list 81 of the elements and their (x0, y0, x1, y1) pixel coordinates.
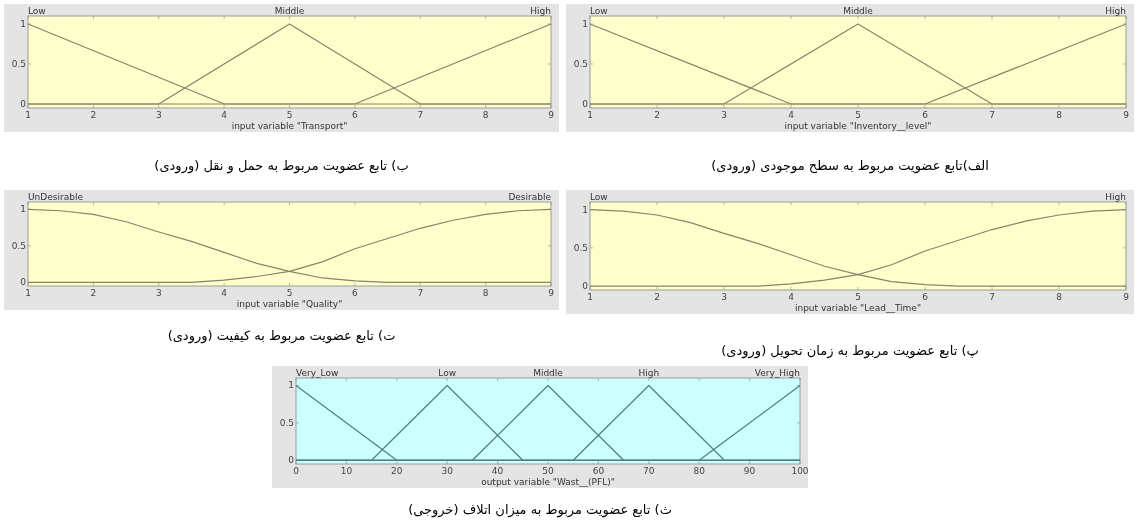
x-tick-label: 7 (417, 110, 424, 120)
text: ت) تابع عضویت مربوط به کیفیت (ورودی) (167, 328, 396, 344)
x-axis-title: input variable "Lead__Time" (794, 303, 922, 313)
x-tick-label: 8 (482, 288, 489, 298)
x-tick-label: 5 (286, 110, 293, 120)
series-label: Low (590, 6, 608, 16)
y-tick-label: 0.5 (11, 240, 26, 251)
x-tick-label: 2 (654, 110, 660, 120)
series-label: Very_Low (296, 368, 339, 378)
x-tick-label: 5 (855, 292, 861, 302)
text: ث) تابع عضویت مربوط به میزان اتلاف (خروجی) (408, 502, 672, 518)
series-label: High (1105, 192, 1126, 202)
x-tick-label: 10 (340, 466, 353, 476)
x-tick-label: 20 (391, 466, 403, 476)
x-tick-label: 2 (654, 292, 660, 302)
y-tick-label: 1 (582, 204, 588, 215)
x-tick-label: 100 (791, 466, 809, 476)
x-axis-title: output variable "Wast__(PFL)" (481, 477, 615, 487)
y-tick-label: 0 (582, 99, 589, 109)
y-tick-label: 0 (20, 99, 27, 109)
series-label: High (530, 6, 551, 16)
x-tick-label: 8 (1056, 292, 1063, 302)
x-tick-label: 6 (922, 292, 929, 302)
x-tick-label: 9 (548, 110, 555, 120)
x-tick-label: 4 (221, 110, 228, 120)
x-tick-label: 70 (643, 466, 655, 476)
series-label: Low (28, 6, 46, 16)
x-tick-label: 3 (721, 110, 727, 120)
x-tick-label: 60 (592, 466, 605, 476)
y-tick-label: 0.5 (279, 417, 294, 428)
x-tick-label: 40 (491, 466, 504, 476)
y-tick-label: 1 (20, 204, 26, 215)
x-tick-label: 5 (286, 288, 293, 298)
y-tick-label: 0.5 (573, 59, 588, 69)
x-axis-title: input variable "Quality" (236, 299, 343, 309)
series-label: UnDesirable (28, 192, 84, 202)
x-tick-label: 7 (417, 288, 424, 298)
series-label: High (1105, 6, 1126, 16)
x-tick-label: 7 (989, 110, 995, 120)
y-tick-label: 1 (582, 19, 588, 29)
y-tick-label: 0 (288, 455, 295, 466)
x-tick-label: 3 (155, 288, 162, 298)
y-tick-label: 0.5 (573, 242, 588, 253)
text: الف)تابع عضویت مربوط به سطح موجودی (ورودی) (711, 158, 989, 174)
x-tick-label: 6 (922, 110, 929, 120)
x-tick-label: 9 (1123, 110, 1130, 120)
x-tick-label: 30 (441, 466, 454, 476)
x-tick-label: 7 (989, 292, 995, 302)
y-tick-label: 1 (20, 19, 26, 29)
series-label: Middle (274, 6, 305, 16)
x-tick-label: 9 (1123, 292, 1130, 302)
x-tick-label: 4 (788, 292, 795, 302)
series-label: Middle (533, 368, 564, 378)
y-tick-label: 0.5 (11, 59, 26, 69)
series-label: Low (438, 368, 457, 378)
x-tick-label: 3 (155, 110, 162, 120)
x-tick-label: 6 (352, 288, 359, 298)
x-tick-label: 8 (1056, 110, 1063, 120)
series-label: Middle (843, 6, 874, 16)
x-tick-label: 4 (788, 110, 795, 120)
text: پ) تابع عضویت مربوط به زمان تحویل (ورودی) (721, 343, 979, 359)
x-tick-label: 3 (721, 292, 727, 302)
x-tick-label: 9 (548, 288, 555, 298)
series-label: Desirable (508, 192, 552, 202)
series-label: Low (590, 192, 608, 202)
x-tick-label: 2 (90, 110, 97, 120)
series-label: Very_High (754, 368, 800, 378)
y-tick-label: 1 (288, 380, 294, 391)
x-axis-title: input variable "Transport" (231, 121, 348, 131)
x-tick-label: 80 (693, 466, 706, 476)
x-axis-title: input variable "Inventory__level" (784, 121, 932, 131)
x-tick-label: 4 (221, 288, 228, 298)
x-tick-label: 6 (352, 110, 359, 120)
x-tick-label: 2 (90, 288, 97, 298)
x-tick-label: 5 (855, 110, 861, 120)
x-tick-label: 90 (743, 466, 756, 476)
x-tick-label: 8 (482, 110, 489, 120)
text: ب) تابع عضویت مربوط به حمل و نقل (ورودی) (154, 158, 409, 174)
x-tick-label: 50 (542, 466, 554, 476)
series-label: High (638, 368, 660, 378)
y-tick-label: 0 (20, 277, 27, 288)
